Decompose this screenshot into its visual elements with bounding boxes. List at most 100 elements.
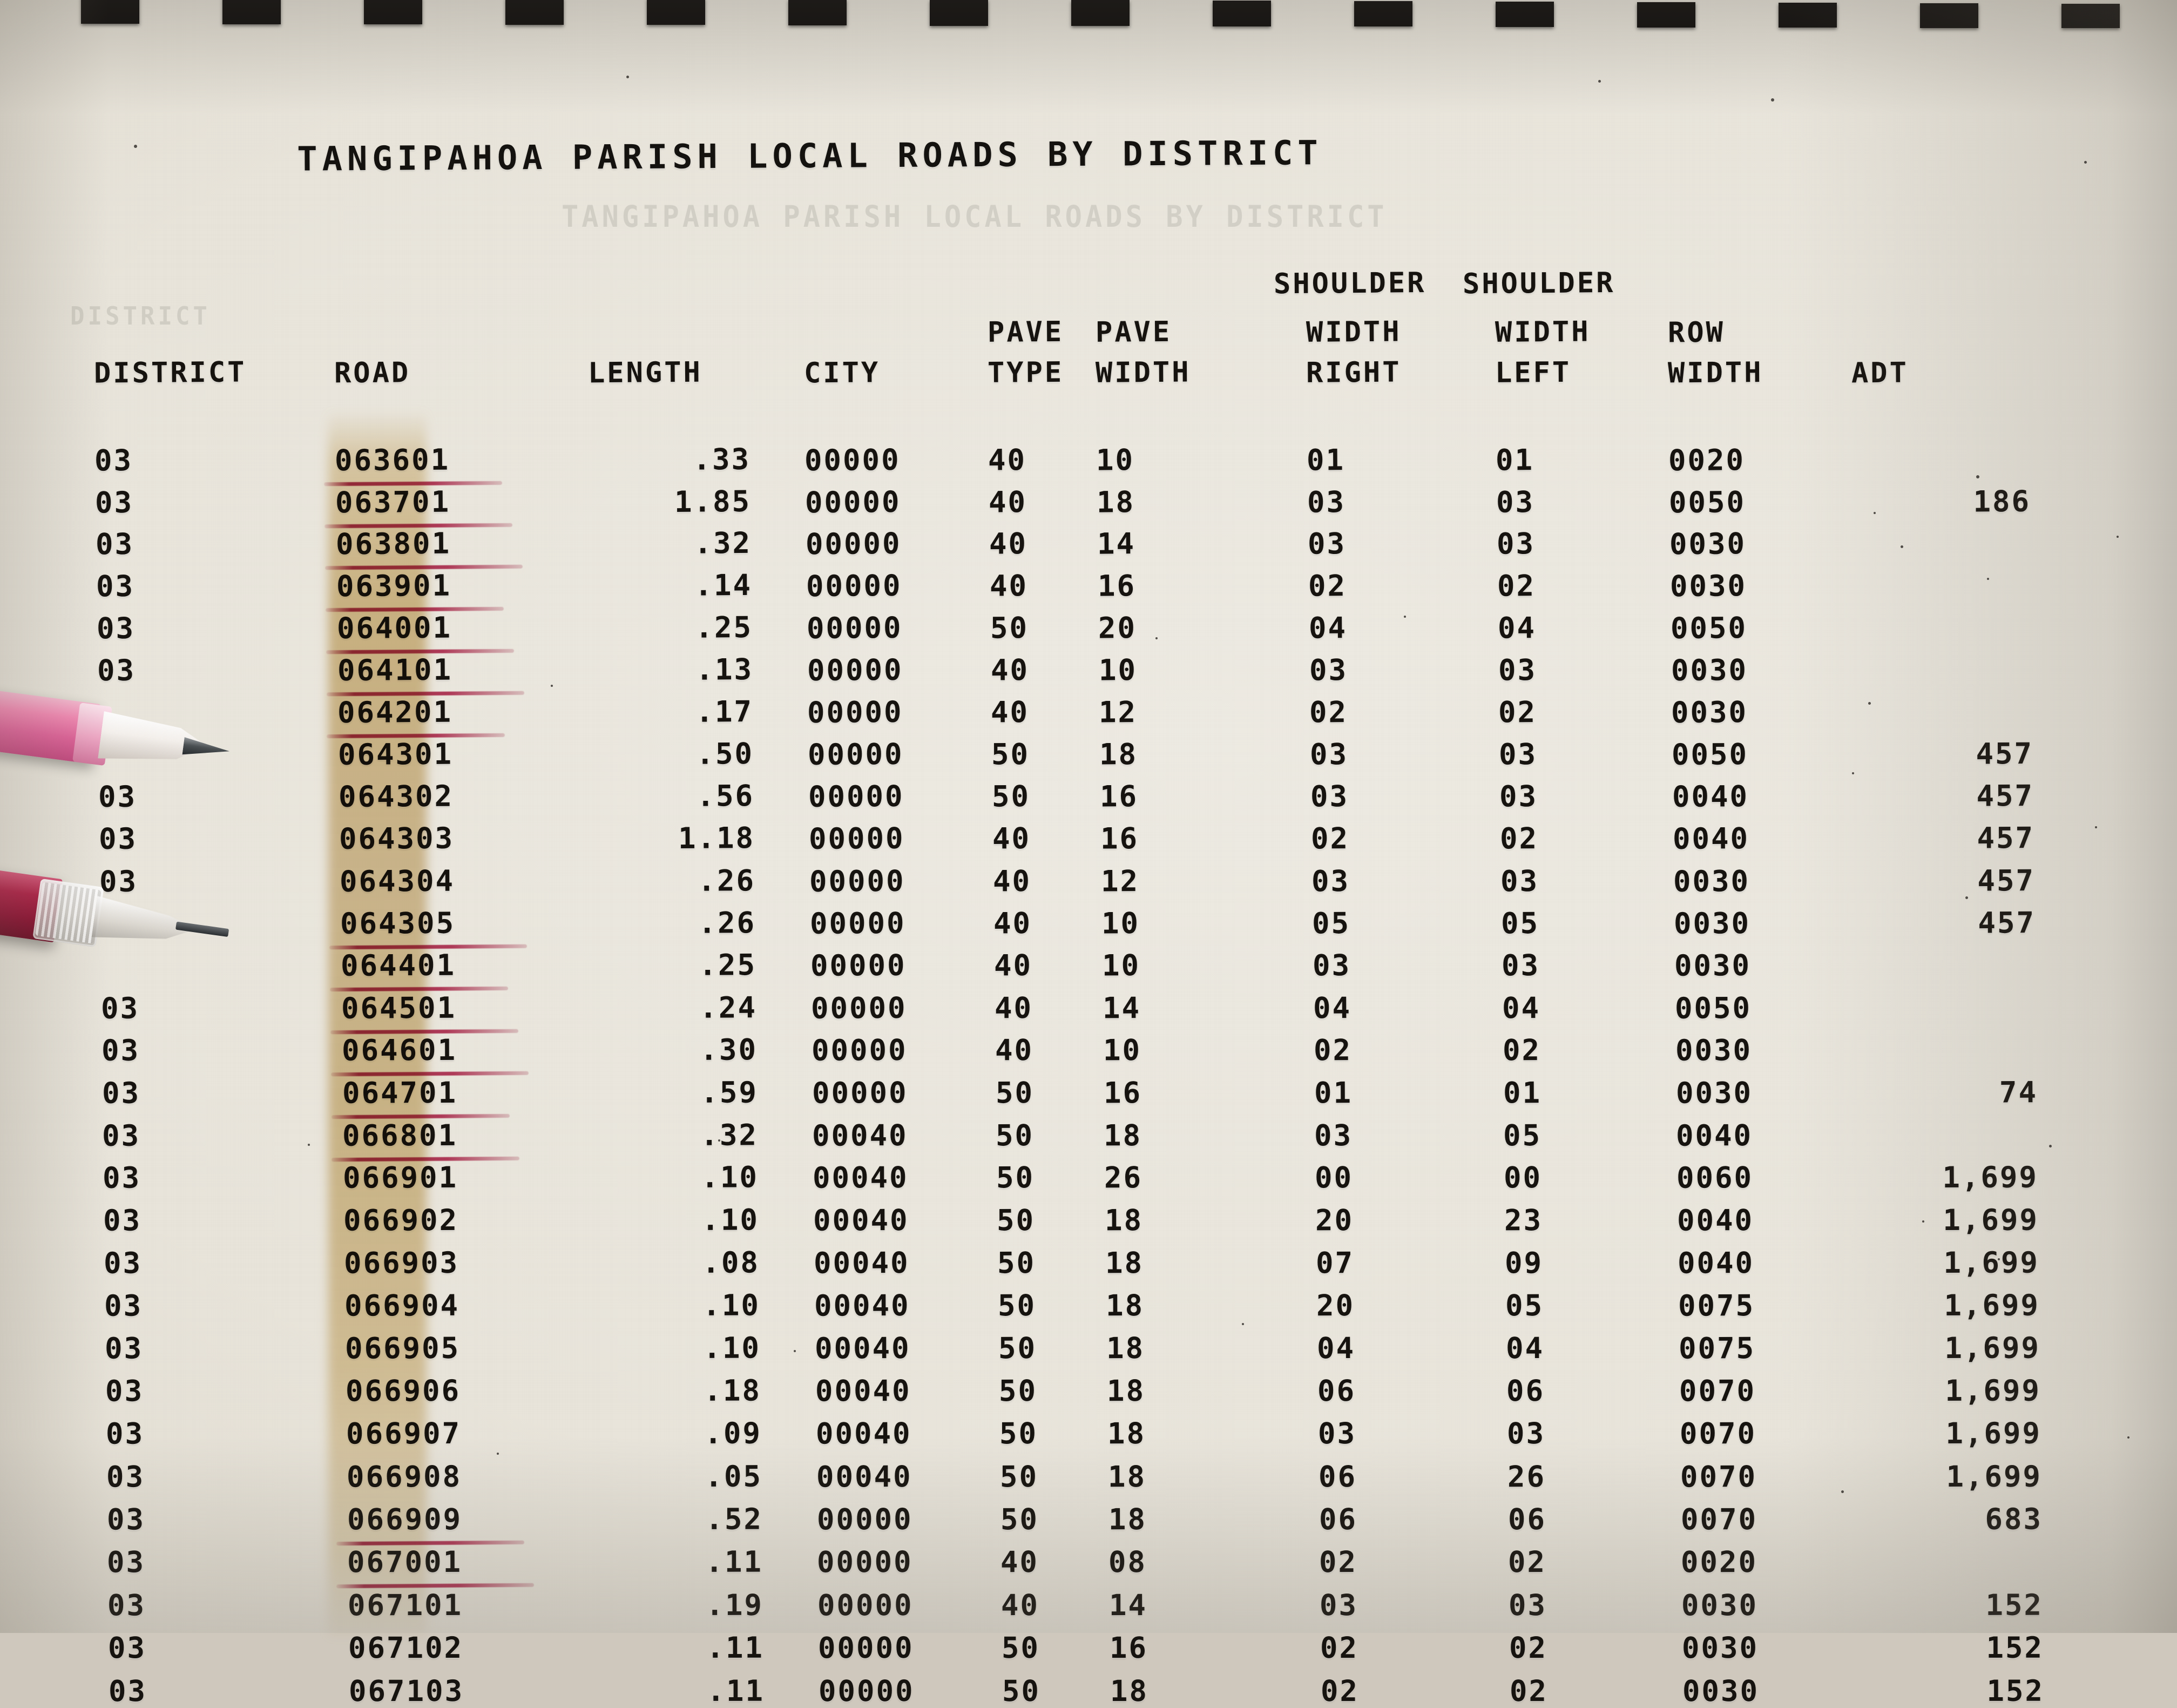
cell-road: 066905	[344, 1331, 461, 1366]
print-speck	[1685, 1555, 1687, 1557]
print-speck	[1242, 1323, 1244, 1325]
cell-length: 1.85	[674, 484, 752, 519]
cell-pave_width: 18	[1096, 484, 1135, 519]
cell-district: 03	[99, 864, 138, 899]
cell-pave_width: 18	[1108, 1502, 1147, 1537]
cell-pave_type: 50	[995, 1075, 1034, 1110]
cell-length: 1.18	[678, 821, 755, 856]
binder-punch-slot	[1779, 3, 1837, 28]
cell-pave_type: 40	[988, 484, 1027, 519]
cell-shoulder_left: 06	[1507, 1502, 1546, 1537]
cell-length: .50	[696, 736, 754, 771]
cell-shoulder_right: 03	[1309, 652, 1348, 687]
cell-district: 03	[105, 1416, 144, 1451]
cell-shoulder_right: 02	[1320, 1631, 1359, 1665]
cell-road: 064001	[336, 610, 452, 646]
cell-adt: 186	[1973, 484, 2031, 519]
cell-row_width: 0030	[1681, 1588, 1759, 1623]
print-speck	[626, 76, 629, 78]
cell-adt: 1,699	[1943, 1203, 2039, 1238]
cell-district: 03	[96, 611, 135, 646]
binder-punch-slot	[1354, 1, 1412, 27]
cell-row_width: 0030	[1675, 1033, 1752, 1068]
cell-pave_width: 20	[1098, 611, 1137, 645]
cell-pave_type: 50	[1002, 1673, 1041, 1708]
cell-pave_type: 50	[997, 1246, 1036, 1280]
cell-shoulder_left: 04	[1505, 1331, 1545, 1366]
cell-row_width: 0030	[1682, 1673, 1760, 1708]
column-header-shoulder_right-line1: SHOULDER	[1273, 266, 1426, 301]
cell-district: 03	[107, 1545, 146, 1579]
document-page: TANGIPAHOA PARISH LOCAL ROADS BY DISTRIC…	[0, 0, 2177, 1633]
cell-district: 03	[100, 991, 139, 1025]
cell-adt: 152	[1986, 1673, 2045, 1708]
cell-city: 00000	[809, 863, 905, 899]
cell-road: 066801	[342, 1118, 458, 1153]
cell-shoulder_right: 20	[1316, 1288, 1355, 1323]
cell-city: 00040	[813, 1160, 909, 1196]
cell-length: .25	[699, 948, 756, 983]
cell-shoulder_left: 04	[1502, 990, 1540, 1025]
cell-length: .11	[705, 1544, 763, 1579]
cell-shoulder_left: 03	[1496, 484, 1535, 519]
cell-row_width: 0040	[1672, 821, 1750, 856]
cell-shoulder_right: 02	[1308, 569, 1347, 603]
column-header-pave_width-line3: WIDTH	[1095, 356, 1191, 389]
cell-pave_type: 50	[1002, 1631, 1040, 1665]
cell-row_width: 0060	[1676, 1160, 1754, 1196]
cell-shoulder_right: 04	[1308, 611, 1347, 645]
cell-shoulder_left: 26	[1507, 1459, 1546, 1494]
cell-road: 066906	[345, 1373, 461, 1408]
binder-punch-slot	[1920, 3, 1978, 28]
cell-length: .14	[694, 568, 752, 603]
print-speck	[1841, 1490, 1844, 1493]
cell-road: 064701	[342, 1075, 457, 1110]
cell-city: 00000	[807, 652, 903, 687]
binder-punch-slot	[1071, 0, 1130, 26]
cell-shoulder_left: 05	[1503, 1118, 1542, 1152]
cell-city: 00040	[816, 1459, 912, 1494]
cell-city: 00000	[806, 569, 902, 604]
cell-shoulder_right: 01	[1314, 1075, 1353, 1110]
cell-shoulder_right: 06	[1319, 1502, 1357, 1537]
cell-shoulder_left: 00	[1504, 1160, 1543, 1195]
cell-shoulder_left: 02	[1499, 821, 1539, 856]
cell-length: .08	[702, 1245, 760, 1280]
cell-pave_type: 40	[993, 948, 1032, 983]
cell-road: 063601	[334, 442, 450, 478]
cell-row_width: 0040	[1676, 1118, 1753, 1153]
cell-pave_width: 16	[1100, 821, 1139, 856]
ghost-header-bleedthrough: DISTRICT	[70, 301, 211, 331]
column-header-city-line3: CITY	[803, 356, 881, 390]
print-speck	[551, 685, 553, 687]
cell-city: 00000	[809, 906, 906, 941]
cell-shoulder_right: 03	[1310, 779, 1349, 814]
cell-pave_width: 10	[1103, 1033, 1141, 1068]
print-speck	[1976, 475, 1979, 478]
cell-road: 064501	[341, 990, 456, 1025]
cell-shoulder_left: 03	[1496, 526, 1536, 561]
cell-adt: 1,699	[1944, 1288, 2040, 1323]
print-speck	[1901, 545, 1903, 548]
cell-shoulder_right: 07	[1315, 1246, 1355, 1280]
cell-shoulder_left: 06	[1506, 1374, 1545, 1408]
cell-pave_width: 18	[1105, 1246, 1144, 1280]
column-header-shoulder_left-line1: SHOULDER	[1462, 266, 1615, 301]
binder-punch-slot	[1496, 2, 1554, 27]
cell-district: 03	[98, 779, 137, 814]
cell-road: 063901	[336, 568, 451, 604]
cell-shoulder_right: 04	[1316, 1331, 1356, 1366]
print-speck	[718, 1139, 720, 1142]
cell-shoulder_right: 03	[1307, 526, 1347, 561]
cell-city: 00040	[813, 1245, 910, 1280]
cell-city: 00040	[815, 1374, 911, 1408]
cell-row_width: 0050	[1674, 990, 1752, 1025]
cell-city: 00000	[810, 948, 907, 983]
cell-shoulder_right: 20	[1315, 1203, 1354, 1238]
cell-road: 066902	[343, 1203, 459, 1238]
cell-row_width: 0030	[1682, 1631, 1759, 1665]
cell-shoulder_right: 05	[1311, 906, 1351, 941]
column-header-adt-line3: ADT	[1851, 356, 1909, 390]
cell-pave_width: 18	[1110, 1673, 1149, 1708]
print-speck	[2117, 536, 2119, 538]
